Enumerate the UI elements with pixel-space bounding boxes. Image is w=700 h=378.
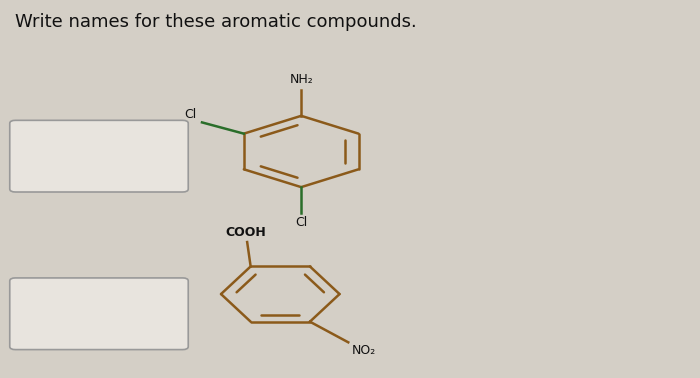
Text: Write names for these aromatic compounds.: Write names for these aromatic compounds… [15,12,417,31]
FancyBboxPatch shape [10,278,188,350]
Text: COOH: COOH [225,226,266,239]
Text: NH₂: NH₂ [289,73,313,86]
FancyBboxPatch shape [10,120,188,192]
Text: Cl: Cl [184,107,197,121]
Text: NO₂: NO₂ [351,344,376,357]
Text: Cl: Cl [295,216,307,229]
